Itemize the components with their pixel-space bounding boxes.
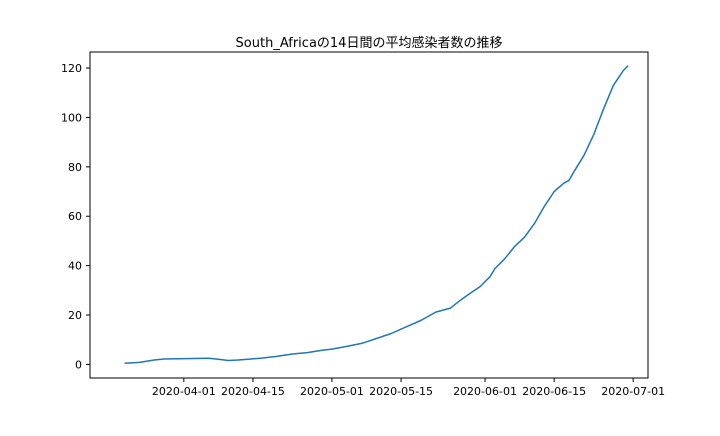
y-tick-label: 120 xyxy=(61,62,82,75)
x-tick-label: 2020-07-01 xyxy=(601,385,665,398)
x-tick-label: 2020-04-15 xyxy=(221,385,285,398)
y-tick-label: 80 xyxy=(68,161,82,174)
series-line-0 xyxy=(124,65,629,364)
y-tick-label: 0 xyxy=(75,358,82,371)
y-tick-label: 100 xyxy=(61,111,82,124)
y-tick-label: 20 xyxy=(68,309,82,322)
x-tick-label: 2020-05-01 xyxy=(300,385,364,398)
y-tick-label: 40 xyxy=(68,260,82,273)
plot-area xyxy=(124,65,629,364)
axes: 0 20 40 60 80 100 120 2020-04-01 2020-04-15 2020-… xyxy=(61,51,665,398)
x-tick-label: 2020-06-15 xyxy=(522,385,586,398)
x-tick-label: 2020-05-15 xyxy=(369,385,433,398)
x-tick-label: 2020-06-01 xyxy=(453,385,517,398)
x-tick-label: 2020-04-01 xyxy=(152,385,216,398)
chart-title: South_Africaの14日間の平均感染者数の推移 xyxy=(236,35,503,51)
plot-frame xyxy=(89,51,649,379)
y-tick-label: 60 xyxy=(68,210,82,223)
